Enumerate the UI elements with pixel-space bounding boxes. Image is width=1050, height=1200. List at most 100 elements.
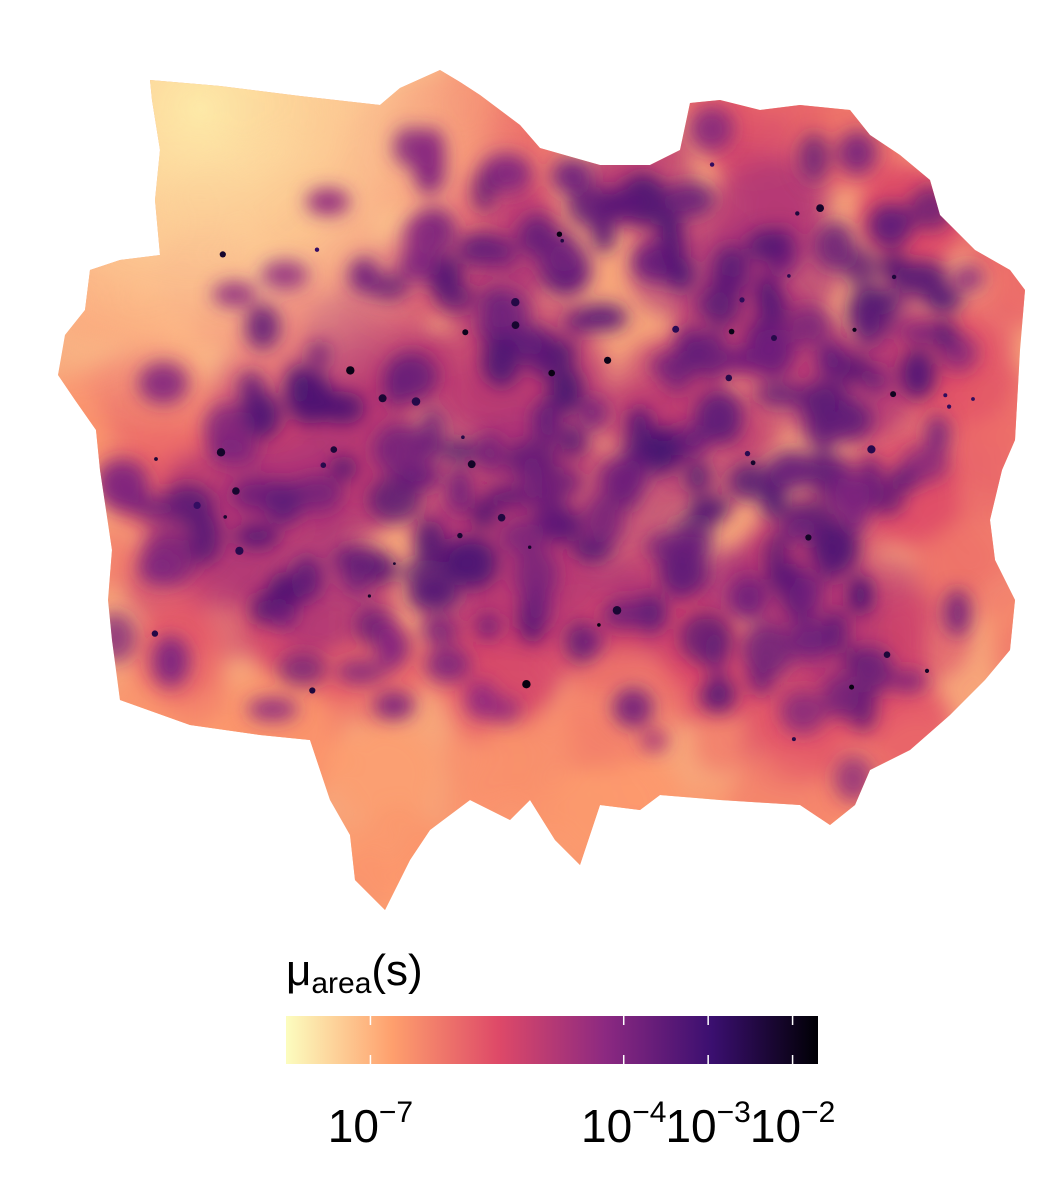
legend-tick-label-1: 10−4 <box>581 1096 666 1152</box>
intensity-blob <box>378 619 402 672</box>
field-patch <box>199 819 287 906</box>
point-source <box>883 651 891 658</box>
intensity-blob <box>494 237 517 269</box>
field-patch <box>573 74 649 150</box>
field-patch <box>58 122 106 198</box>
field-patch <box>561 70 626 99</box>
intensity-blob <box>837 131 878 175</box>
intensity-blob <box>278 651 327 686</box>
intensity-blob <box>152 635 190 687</box>
field-patch <box>58 482 78 543</box>
field-patch <box>244 889 304 910</box>
point-source <box>852 327 857 332</box>
intensity-blob <box>235 524 280 548</box>
intensity-blob <box>893 261 948 296</box>
point-source <box>522 680 531 689</box>
point-source <box>457 532 463 539</box>
field-patch <box>715 70 818 118</box>
field-patch <box>58 91 108 156</box>
intensity-blob <box>952 265 985 292</box>
intensity-blob <box>373 692 415 719</box>
field-patch <box>262 806 329 872</box>
point-source <box>604 356 612 364</box>
field-patch <box>666 842 745 910</box>
intensity-blob <box>475 612 501 641</box>
field-patch <box>912 776 972 837</box>
point-source <box>548 369 555 377</box>
intensity-blob <box>663 181 716 218</box>
point-source <box>867 445 876 454</box>
intensity-blob <box>138 362 188 405</box>
legend-tick-label-0: 10−7 <box>328 1096 413 1152</box>
intensity-blob <box>482 334 521 388</box>
intensity-blob <box>598 458 648 500</box>
intensity-blob <box>756 381 806 408</box>
intensity-blob <box>576 304 628 332</box>
intensity-blob <box>247 697 299 721</box>
intensity-blob <box>514 547 558 602</box>
intensity-blob <box>231 477 284 512</box>
intensity-blob <box>319 391 365 425</box>
point-source <box>805 534 812 541</box>
intensity-blob <box>854 305 881 347</box>
intensity-blob <box>766 450 819 491</box>
intensity-blob <box>666 256 696 292</box>
intensity-blob <box>415 578 454 604</box>
intensity-blob <box>426 254 464 299</box>
point-source <box>154 457 158 461</box>
intensity-blob <box>867 203 913 248</box>
field-patch <box>982 70 1025 136</box>
color-legend: μarea(s) 10−7 10−4 10−3 10−2 <box>286 946 835 1152</box>
intensity-blob <box>551 158 594 195</box>
point-source <box>528 545 532 549</box>
field-patch <box>910 88 1002 180</box>
point-source <box>728 328 735 335</box>
intensity-blob <box>867 483 905 516</box>
intensity-blob <box>385 352 438 401</box>
intensity-blob <box>421 616 458 645</box>
point-source <box>393 562 396 565</box>
point-source <box>511 298 520 307</box>
legend-title: μarea(s) <box>286 946 423 1000</box>
intensity-blob <box>448 466 472 515</box>
point-source <box>511 321 520 329</box>
intensity-blob <box>658 548 709 595</box>
intensity-blob <box>188 510 222 565</box>
field-patch <box>75 847 164 910</box>
field-patch <box>965 70 1025 111</box>
field-patch <box>159 817 243 901</box>
point-source <box>771 335 777 341</box>
intensity-blob <box>373 423 427 476</box>
point-source <box>795 211 800 216</box>
intensity-blob <box>944 588 971 637</box>
point-source <box>560 238 564 243</box>
field-patch <box>58 818 92 895</box>
field-patch <box>599 810 665 876</box>
point-source <box>346 366 355 375</box>
point-source <box>232 487 240 495</box>
intensity-blob <box>329 456 358 481</box>
intensity-blob <box>853 646 893 694</box>
field-patch <box>783 832 883 910</box>
intensity-blob <box>368 476 422 523</box>
intensity-blob <box>290 474 343 512</box>
intensity-blob <box>285 363 310 407</box>
legend-title-symbol: μ <box>286 946 311 995</box>
intensity-blob <box>612 687 654 728</box>
field-patch <box>933 70 1025 124</box>
intensity-surface <box>58 70 1025 910</box>
intensity-blob <box>787 305 831 347</box>
point-source <box>891 274 897 280</box>
field-patch <box>747 840 825 910</box>
field-patch <box>972 856 1025 910</box>
field-patch <box>58 508 104 585</box>
intensity-blob <box>848 575 873 615</box>
intensity-blob <box>470 499 498 529</box>
intensity-blob <box>747 325 795 378</box>
intensity-blob <box>850 681 877 732</box>
intensity-blob <box>640 729 668 752</box>
intensity-blob <box>417 127 446 179</box>
field-patch <box>58 168 147 259</box>
point-source <box>849 684 855 690</box>
field-patch <box>507 70 582 130</box>
